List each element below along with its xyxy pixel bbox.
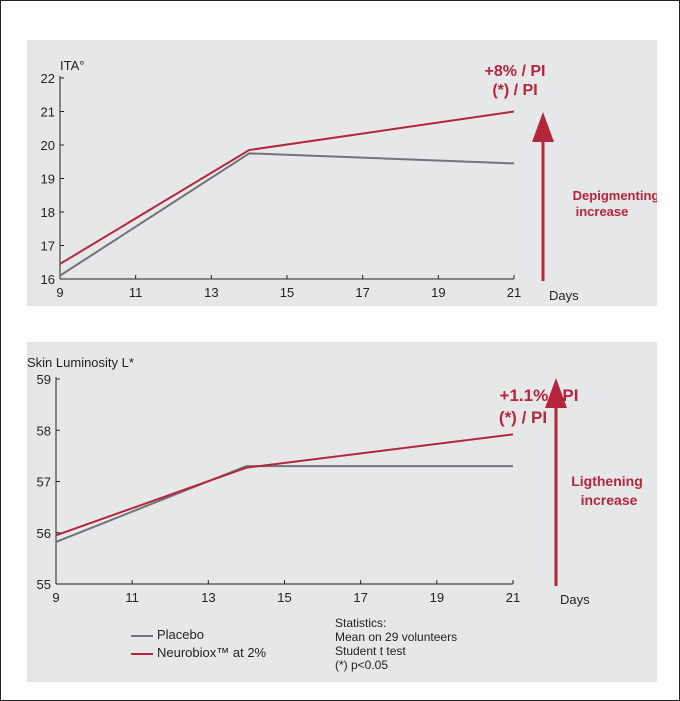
- c1-y-axis-label: ITA°: [60, 58, 84, 73]
- c2-y-tick-label: 58: [37, 423, 51, 438]
- c2-x-tick-label: 13: [201, 590, 215, 605]
- c2-y-tick-label: 57: [37, 475, 51, 490]
- c2-y-axis-label: Skin Luminosity L*: [27, 355, 134, 370]
- legend-neurobiox: Neurobiox™ at 2%: [131, 645, 266, 660]
- c1-x-tick-label: 9: [56, 285, 63, 300]
- c2-x-tick-label: 9: [52, 590, 59, 605]
- chart-luminosity-svg: 55 56 57 58 59 9 11 13 15 17 19 21 Skin Luminosity L…: [27, 355, 643, 607]
- c1-x-tick-label: 15: [280, 285, 294, 300]
- c1-annotation-significance: (*) / PI: [492, 82, 537, 99]
- c2-annotation-significance: (*) / PI: [499, 408, 547, 427]
- c1-y-tick-label: 22: [41, 71, 55, 86]
- c1-arrow-label-1: Depigmenting: [573, 188, 657, 203]
- c1-y-tick-label: 18: [41, 205, 55, 220]
- stats-line-3: Student t test: [335, 644, 406, 658]
- c2-y-tick-label: 59: [37, 372, 51, 387]
- statistics-note: Statistics: Mean on 29 volunteers Studen…: [335, 616, 457, 672]
- c1-placebo-line: [59, 152, 515, 277]
- c1-y-tick-label: 19: [41, 172, 55, 187]
- c2-x-tick-label: 19: [430, 590, 444, 605]
- c1-y-tick-label: 21: [41, 105, 55, 120]
- chart-panel-ita: 16 17 18 19 20 21 22 9 11 13 15 17 19 21 ITA° Days +8% /…: [27, 40, 657, 306]
- c2-x-tick-label: 11: [125, 590, 138, 605]
- c2-x-tick-label: 21: [506, 590, 520, 605]
- c2-placebo-line: [55, 465, 513, 543]
- c2-x-tick-label: 15: [277, 590, 291, 605]
- stats-line-4: (*) p<0.05: [335, 658, 389, 672]
- c1-x-tick-label: 11: [129, 285, 143, 300]
- legend-placebo-swatch: [131, 634, 153, 637]
- c2-arrow-label-2: increase: [581, 492, 638, 508]
- chart-panel-luminosity: 55 56 57 58 59 9 11 13 15 17 19 21 Skin Luminosity L…: [27, 342, 657, 682]
- c1-y-tick-label: 16: [41, 272, 55, 287]
- c2-arrow-label-1: Ligthening: [571, 473, 643, 489]
- c2-arrow-up-icon: [545, 378, 567, 408]
- c2-x-axis-label: Days: [560, 592, 590, 607]
- c1-y-tick-label: 17: [41, 239, 55, 254]
- stats-line-2: Mean on 29 volunteers: [335, 630, 458, 644]
- legend-placebo: Placebo: [131, 627, 204, 642]
- legend-neurobiox-swatch: [131, 652, 153, 655]
- c2-y-tick-label: 56: [37, 526, 51, 541]
- c1-arrow-label-2: increase: [576, 204, 629, 219]
- c1-x-tick-label: 17: [355, 285, 369, 300]
- c1-annotation-percent: +8% / PI: [485, 63, 546, 80]
- c2-y-tick-label: 55: [37, 577, 51, 592]
- legend-neurobiox-label: Neurobiox™ at 2%: [157, 645, 267, 660]
- c1-neurobiox-line: [59, 110, 515, 265]
- chart-ita-svg: 16 17 18 19 20 21 22 9 11 13 15 17 19 21 ITA° Days +8% /…: [41, 58, 657, 303]
- c1-x-tick-label: 19: [431, 285, 445, 300]
- c1-y-tick-label: 20: [41, 138, 55, 153]
- legend-placebo-label: Placebo: [157, 627, 204, 642]
- c1-x-tick-label: 13: [204, 285, 218, 300]
- c2-neurobiox-line: [55, 433, 514, 537]
- c1-x-tick-label: 21: [507, 285, 521, 300]
- c1-x-axis-label: Days: [549, 288, 579, 303]
- c2-annotation-percent: +1.1% / PI: [500, 386, 579, 405]
- c1-arrow-up-icon: [532, 112, 554, 142]
- stats-line-1: Statistics:: [335, 616, 387, 630]
- c2-x-tick-label: 17: [353, 590, 367, 605]
